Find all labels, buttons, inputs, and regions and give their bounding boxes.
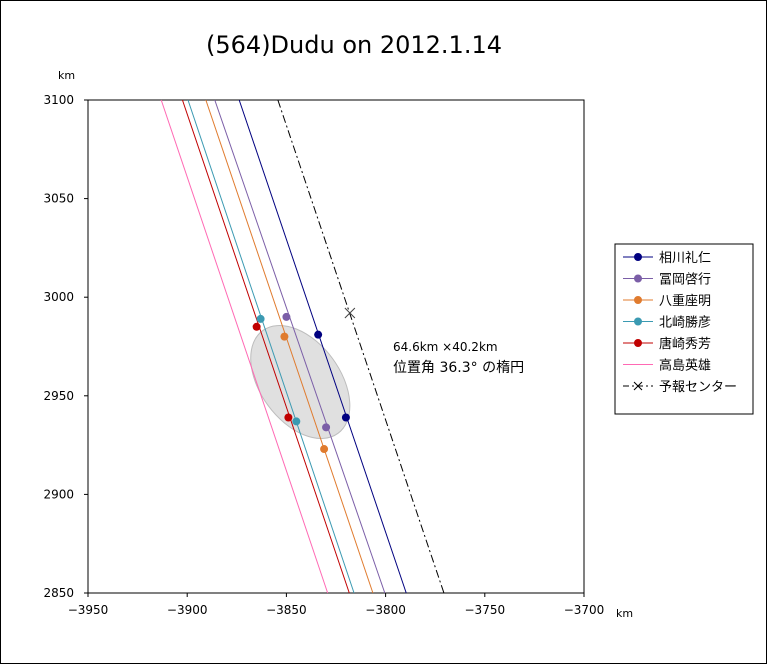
legend-label-5: 高島英雄 [659, 358, 711, 374]
legend-marker-3 [634, 317, 642, 326]
plot-area [87, 99, 585, 594]
series-line-1 [214, 99, 386, 594]
data-point-0-0 [314, 330, 323, 339]
series-line-2 [205, 99, 374, 594]
annotation-angle: 位置角 36.3° の楕円 [393, 359, 524, 376]
legend-label-3: 北崎勝彦 [659, 315, 711, 331]
forecast-marker-b [344, 307, 356, 319]
data-point-0-1 [341, 413, 350, 422]
legend-marker-6 [633, 381, 643, 391]
legend-marker-1 [634, 274, 642, 283]
data-point-4-0 [252, 322, 261, 331]
data-point-1-0 [282, 312, 291, 321]
x-tick-label: −3850 [266, 603, 307, 617]
y-tick-label: 3100 [43, 93, 74, 107]
lines-layer [160, 99, 445, 594]
y-unit-label: km [58, 69, 75, 82]
legend-label-2: 八重座明 [659, 293, 711, 309]
y-tick-label: 3000 [43, 290, 74, 304]
series-line-3 [187, 99, 355, 594]
data-point-1-1 [322, 423, 331, 432]
y-tick-label: 2900 [43, 487, 74, 501]
y-tick-label: 2850 [43, 586, 74, 600]
legend-marker-4 [634, 339, 642, 347]
y-tick-label: 2950 [43, 389, 74, 403]
x-unit-label: km [616, 607, 633, 620]
series-line-6 [277, 99, 445, 594]
legend-label-0: 相川礼仁 [659, 250, 711, 266]
x-tick-label: −3700 [564, 603, 605, 617]
data-point-2-0 [280, 332, 289, 341]
chart-title: (564)Dudu on 2012.1.14 [206, 31, 502, 59]
data-point-3-1 [292, 417, 301, 426]
y-tick-label: 3050 [43, 192, 74, 206]
legend-label-6: 予報センター [659, 380, 737, 395]
data-point-3-0 [256, 314, 265, 323]
axis-layer: −3950 −3900 −3850 −3800 −3750 −3700 2850 2900 29… [43, 93, 604, 617]
legend-label-1: 冨岡啓行 [659, 273, 711, 288]
series-line-0 [238, 99, 407, 594]
legend-marker-2 [634, 296, 642, 304]
series-line-5 [160, 99, 329, 594]
data-point-2-1 [320, 445, 329, 454]
legend-marker-0 [634, 253, 642, 261]
points-layer [252, 307, 356, 454]
annotation-size: 64.6km ×40.2km [393, 340, 498, 354]
x-tick-label: −3900 [167, 603, 208, 617]
x-tick-label: −3950 [68, 603, 109, 617]
x-tick-label: −3750 [465, 603, 506, 617]
series-line-4 [181, 99, 350, 594]
x-tick-label: −3800 [365, 603, 406, 617]
data-point-4-1 [284, 413, 293, 422]
legend-label-4: 唐崎秀芳 [659, 336, 711, 352]
